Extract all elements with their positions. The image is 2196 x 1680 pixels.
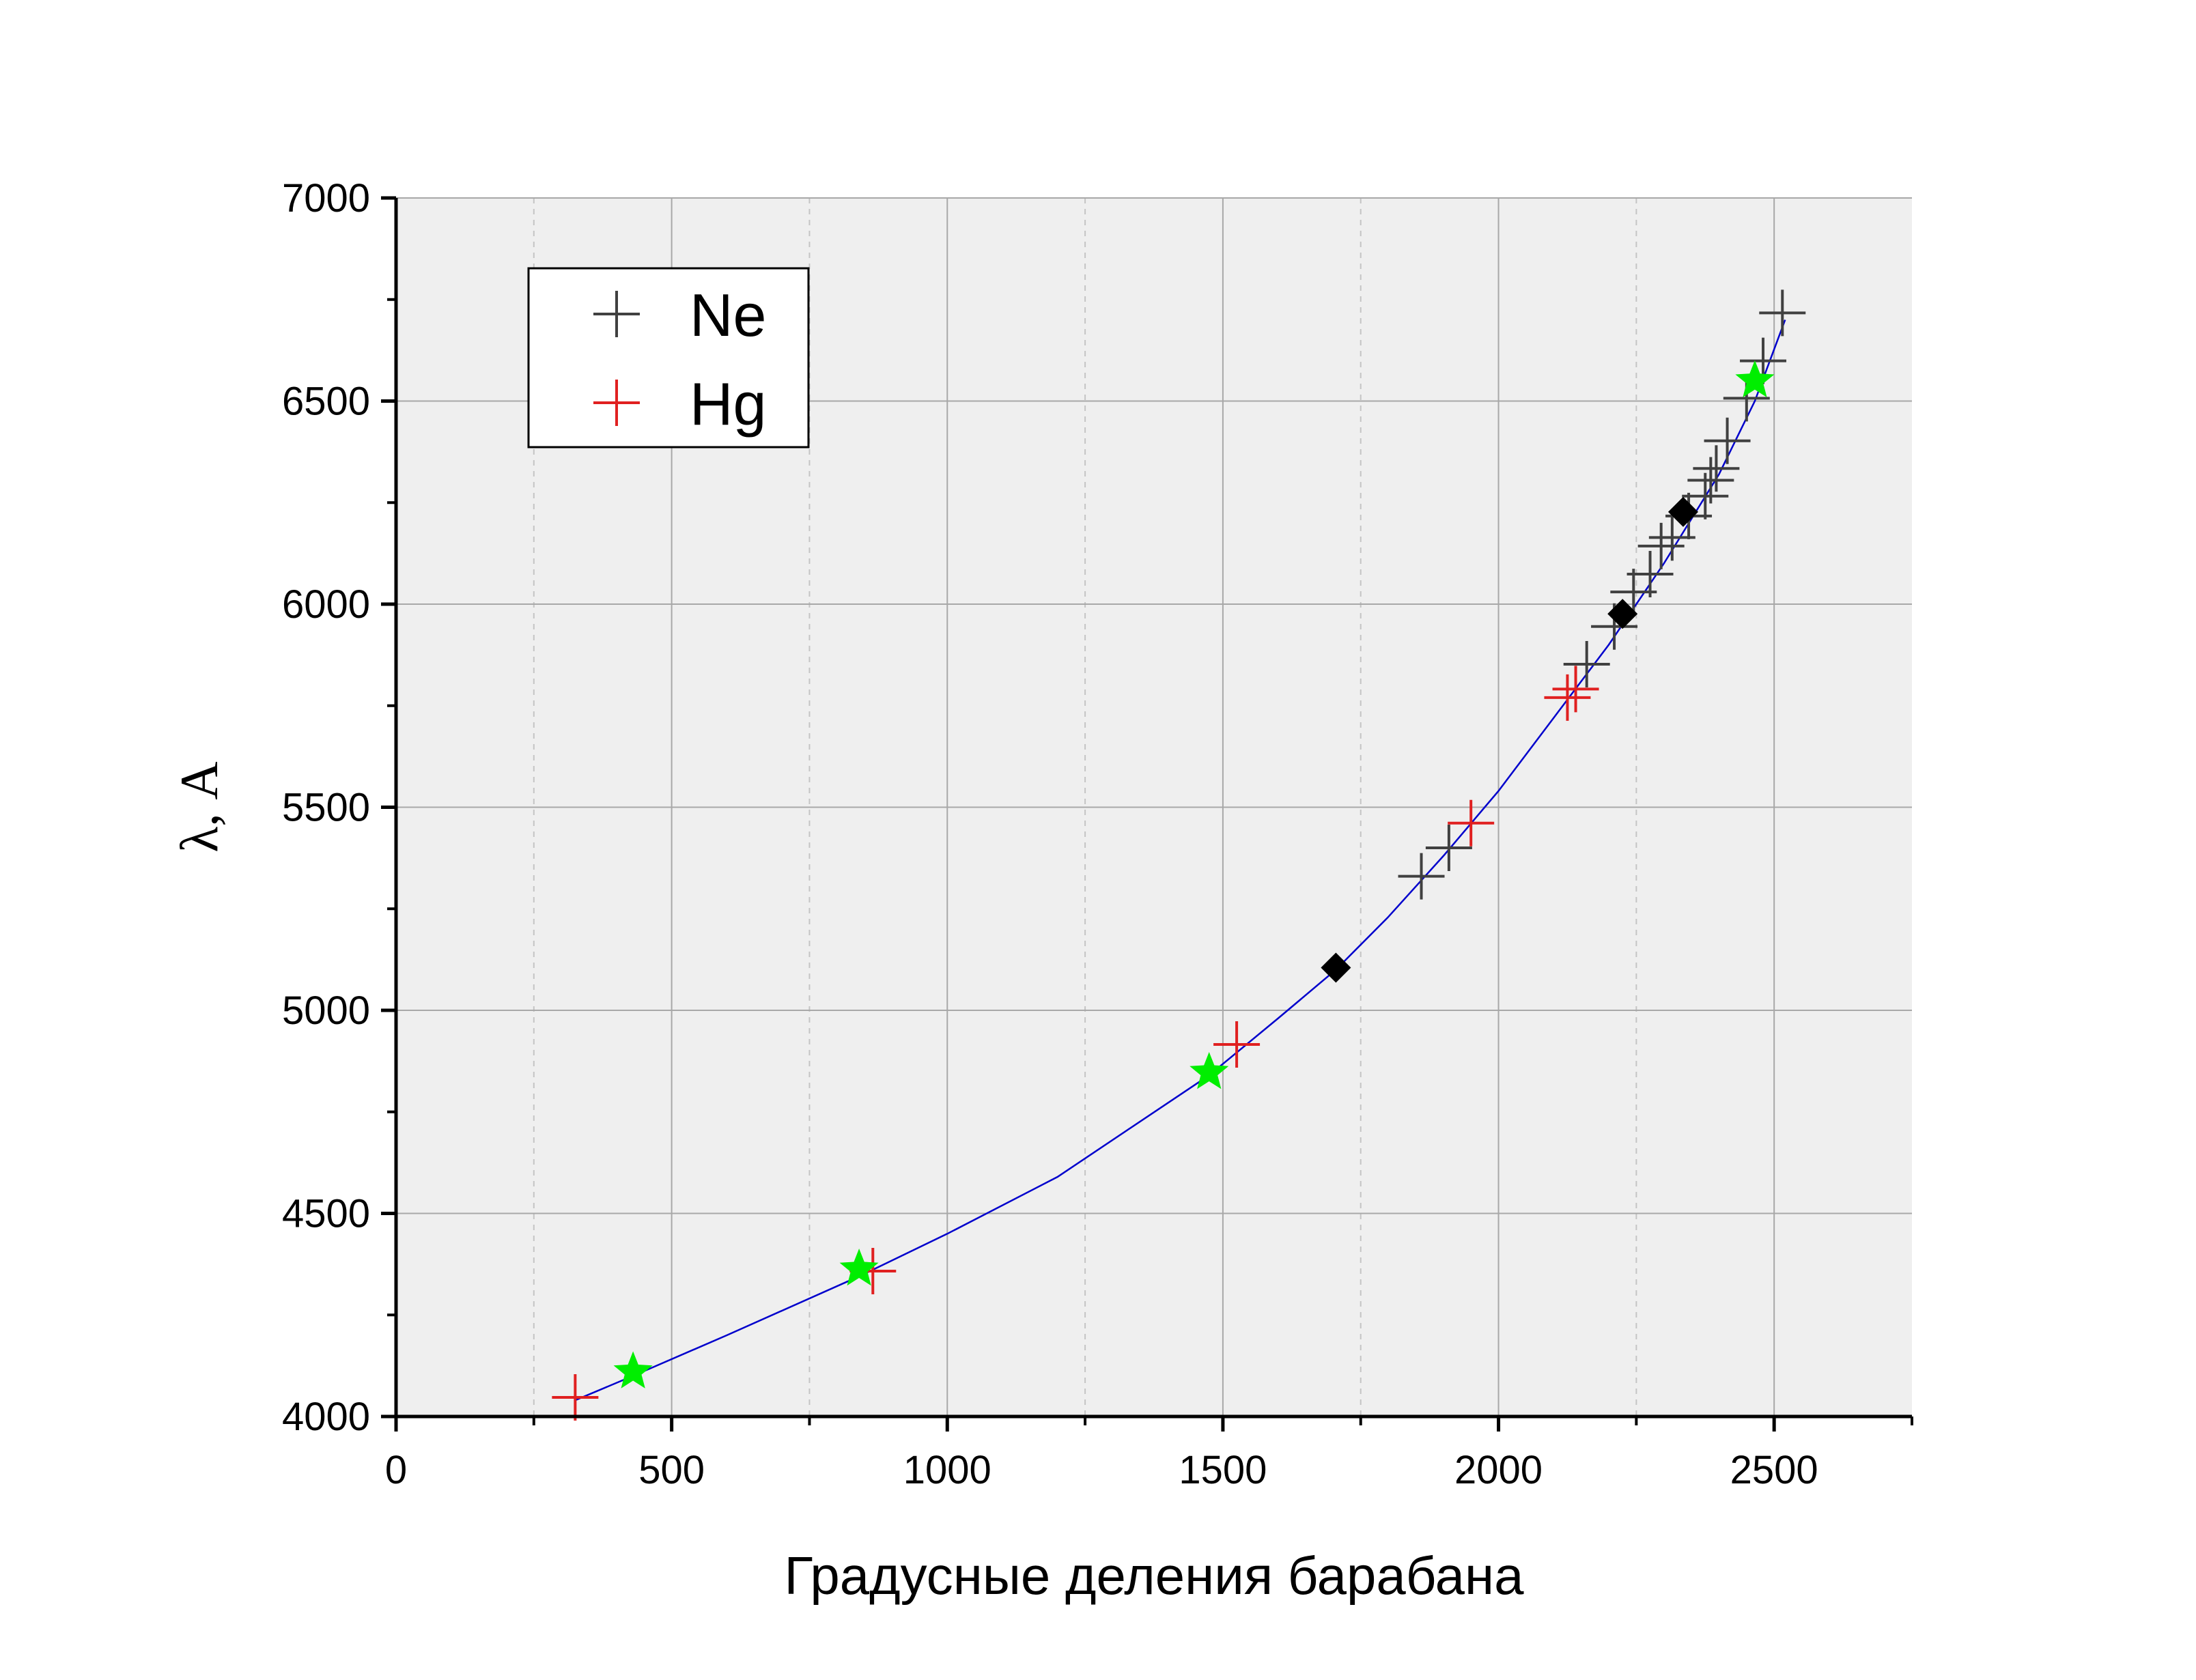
x-tick-label: 1000 — [903, 1448, 991, 1492]
ne-plus-point — [1637, 522, 1685, 569]
y-axis-title: λ, A — [169, 761, 229, 852]
y-tick-label: 6500 — [282, 380, 370, 424]
legend: Ne Hg — [527, 267, 810, 449]
ne-plus-point — [1759, 289, 1806, 337]
grid — [396, 197, 1912, 1416]
y-tick-label: 5000 — [282, 988, 370, 1033]
y-tick-label: 4000 — [282, 1395, 370, 1439]
diamond-point — [1667, 496, 1698, 527]
legend-label-ne: Ne — [690, 281, 767, 349]
hg-plus-point — [1544, 674, 1591, 721]
ne-plus-point — [1704, 417, 1751, 464]
diamond-point — [1321, 952, 1351, 983]
x-tick-label: 2500 — [1730, 1448, 1818, 1492]
x-tick-label: 2000 — [1454, 1448, 1543, 1492]
hg-plus-point — [1552, 666, 1599, 713]
ne-plus-point — [1687, 457, 1734, 504]
legend-box — [527, 267, 810, 449]
y-tick-label: 5500 — [282, 786, 370, 830]
ticks — [381, 196, 1913, 1432]
x-tick-label: 1500 — [1179, 1448, 1267, 1492]
x-tick-label: 500 — [638, 1448, 705, 1492]
legend-marker-ne — [593, 291, 640, 337]
y-tick-label: 6000 — [282, 582, 370, 627]
star-point — [1190, 1052, 1229, 1090]
hg-plus-point — [1448, 799, 1495, 846]
tick-labels: 0 500 1000 1500 2000 2500 4000 4500 5000 5500 6000… — [282, 176, 1818, 1492]
star-point — [613, 1351, 653, 1389]
star-point — [839, 1249, 879, 1286]
data-markers — [552, 289, 1806, 1421]
hg-plus-point — [1213, 1021, 1261, 1068]
y-tick-label: 4500 — [282, 1192, 370, 1236]
ne-plus-point — [1563, 641, 1610, 688]
ne-plus-point — [1425, 825, 1472, 871]
star-point — [1735, 360, 1775, 397]
legend-marker-hg — [593, 380, 640, 426]
x-axis-title: Градусные деления барабана — [785, 1546, 1525, 1606]
hg-plus-point — [552, 1374, 599, 1421]
y-tick-label: 7000 — [282, 176, 370, 220]
ne-plus-point — [1693, 445, 1740, 492]
legend-label-hg: Hg — [690, 370, 767, 438]
diamond-point — [1607, 599, 1638, 629]
x-tick-label: 0 — [385, 1448, 407, 1492]
ne-plus-point — [1398, 853, 1445, 900]
ne-plus-point — [1627, 550, 1674, 597]
